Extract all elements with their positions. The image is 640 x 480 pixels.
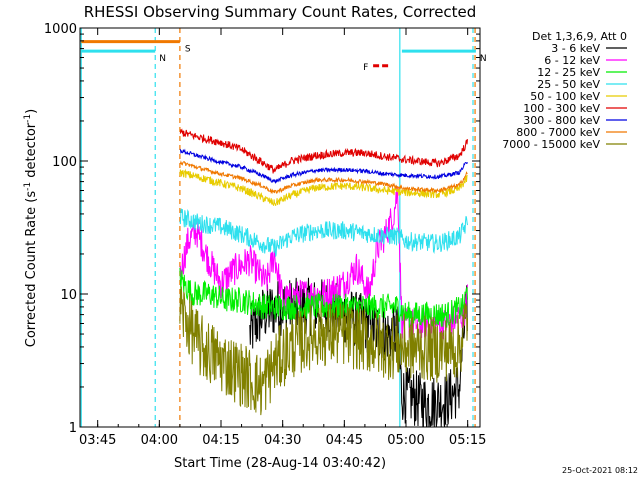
y-tick-label-0: 1 <box>69 421 77 436</box>
legend-label-8: 7000 - 15000 keV <box>502 138 600 151</box>
vertical-markers <box>80 28 476 427</box>
legend-label-7: 800 - 7000 keV <box>516 126 600 139</box>
y-axis-label: Corrected Count Rate (s-1 detector-1) <box>23 109 39 347</box>
y-tick-label-3: 1000 <box>44 22 77 37</box>
legend-label-1: 6 - 12 keV <box>544 54 600 67</box>
plot-frame <box>79 27 481 428</box>
x-tick-label-4: 04:45 <box>326 433 363 448</box>
x-tick-label-1: 04:00 <box>141 433 178 448</box>
x-tick-label-3: 04:30 <box>264 433 301 448</box>
y-tick-label-1: 10 <box>60 288 77 303</box>
legend-label-5: 100 - 300 keV <box>523 102 600 115</box>
x-axis-label: Start Time (28-Aug-14 03:40:42) <box>174 456 386 471</box>
legend-header: Det 1,3,6,9, Att 0 <box>532 30 627 43</box>
flag-label-2: N <box>480 54 487 64</box>
series-line-6 <box>179 148 468 184</box>
x-axis: 03:45 04:00 04:15 04:30 04:45 05:00 05:15 <box>79 28 486 448</box>
x-tick-label-0: 03:45 <box>79 433 116 448</box>
x-tick-label-6: 05:15 <box>449 433 486 448</box>
series-line-7 <box>179 160 468 195</box>
series-line-8 <box>179 286 468 416</box>
series-line-3 <box>179 208 468 257</box>
flag-label-0: S <box>185 45 191 55</box>
series-line-4 <box>179 168 468 206</box>
legend-label-0: 3 - 6 keV <box>551 42 600 55</box>
footer-timestamp: 25-Oct-2021 08:12 <box>562 466 638 475</box>
chart-title: RHESSI Observing Summary Count Rates, Co… <box>84 3 477 21</box>
x-tick-label-2: 04:15 <box>202 433 239 448</box>
flag-bars: S N N F <box>81 40 487 73</box>
legend-label-6: 300 - 800 keV <box>523 114 600 127</box>
series-lines <box>179 128 468 427</box>
x-tick-label-5: 05:00 <box>387 433 424 448</box>
legend-label-3: 25 - 50 keV <box>537 78 600 91</box>
series-line-2 <box>179 267 468 328</box>
legend-label-2: 12 - 25 keV <box>537 66 600 79</box>
flag-label-1: N <box>159 54 166 64</box>
series-line-5 <box>179 128 468 174</box>
legend-label-4: 50 - 100 keV <box>530 90 600 103</box>
flag-label-3: F <box>363 63 368 73</box>
y-tick-label-2: 100 <box>52 155 77 170</box>
y-axis: 1 10 100 1000 <box>44 22 480 436</box>
